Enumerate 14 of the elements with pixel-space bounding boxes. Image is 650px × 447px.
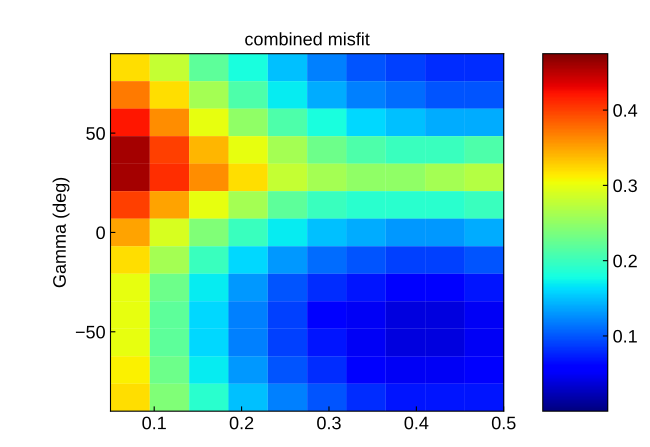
y-tick-label: 50 — [86, 127, 105, 140]
chart-title: combined misfit — [245, 32, 370, 46]
y-tick-label: −50 — [76, 326, 105, 338]
color-bar-label: 0.3 — [613, 179, 637, 192]
x-tick-label: 0.3 — [317, 416, 341, 430]
x-tick-label: 0.5 — [492, 416, 516, 430]
color-bar-label: 0.1 — [613, 330, 637, 343]
x-tick-label: 0.4 — [404, 416, 428, 430]
x-tick-label: 0.1 — [142, 416, 166, 430]
x-tick-label: 0.2 — [230, 416, 254, 430]
color-bar-label: 0.4 — [613, 104, 638, 117]
y-tick-label: 0 — [96, 226, 105, 240]
y-axis-title: Gamma (deg) — [52, 178, 70, 288]
color-bar-label: 0.2 — [613, 254, 637, 268]
